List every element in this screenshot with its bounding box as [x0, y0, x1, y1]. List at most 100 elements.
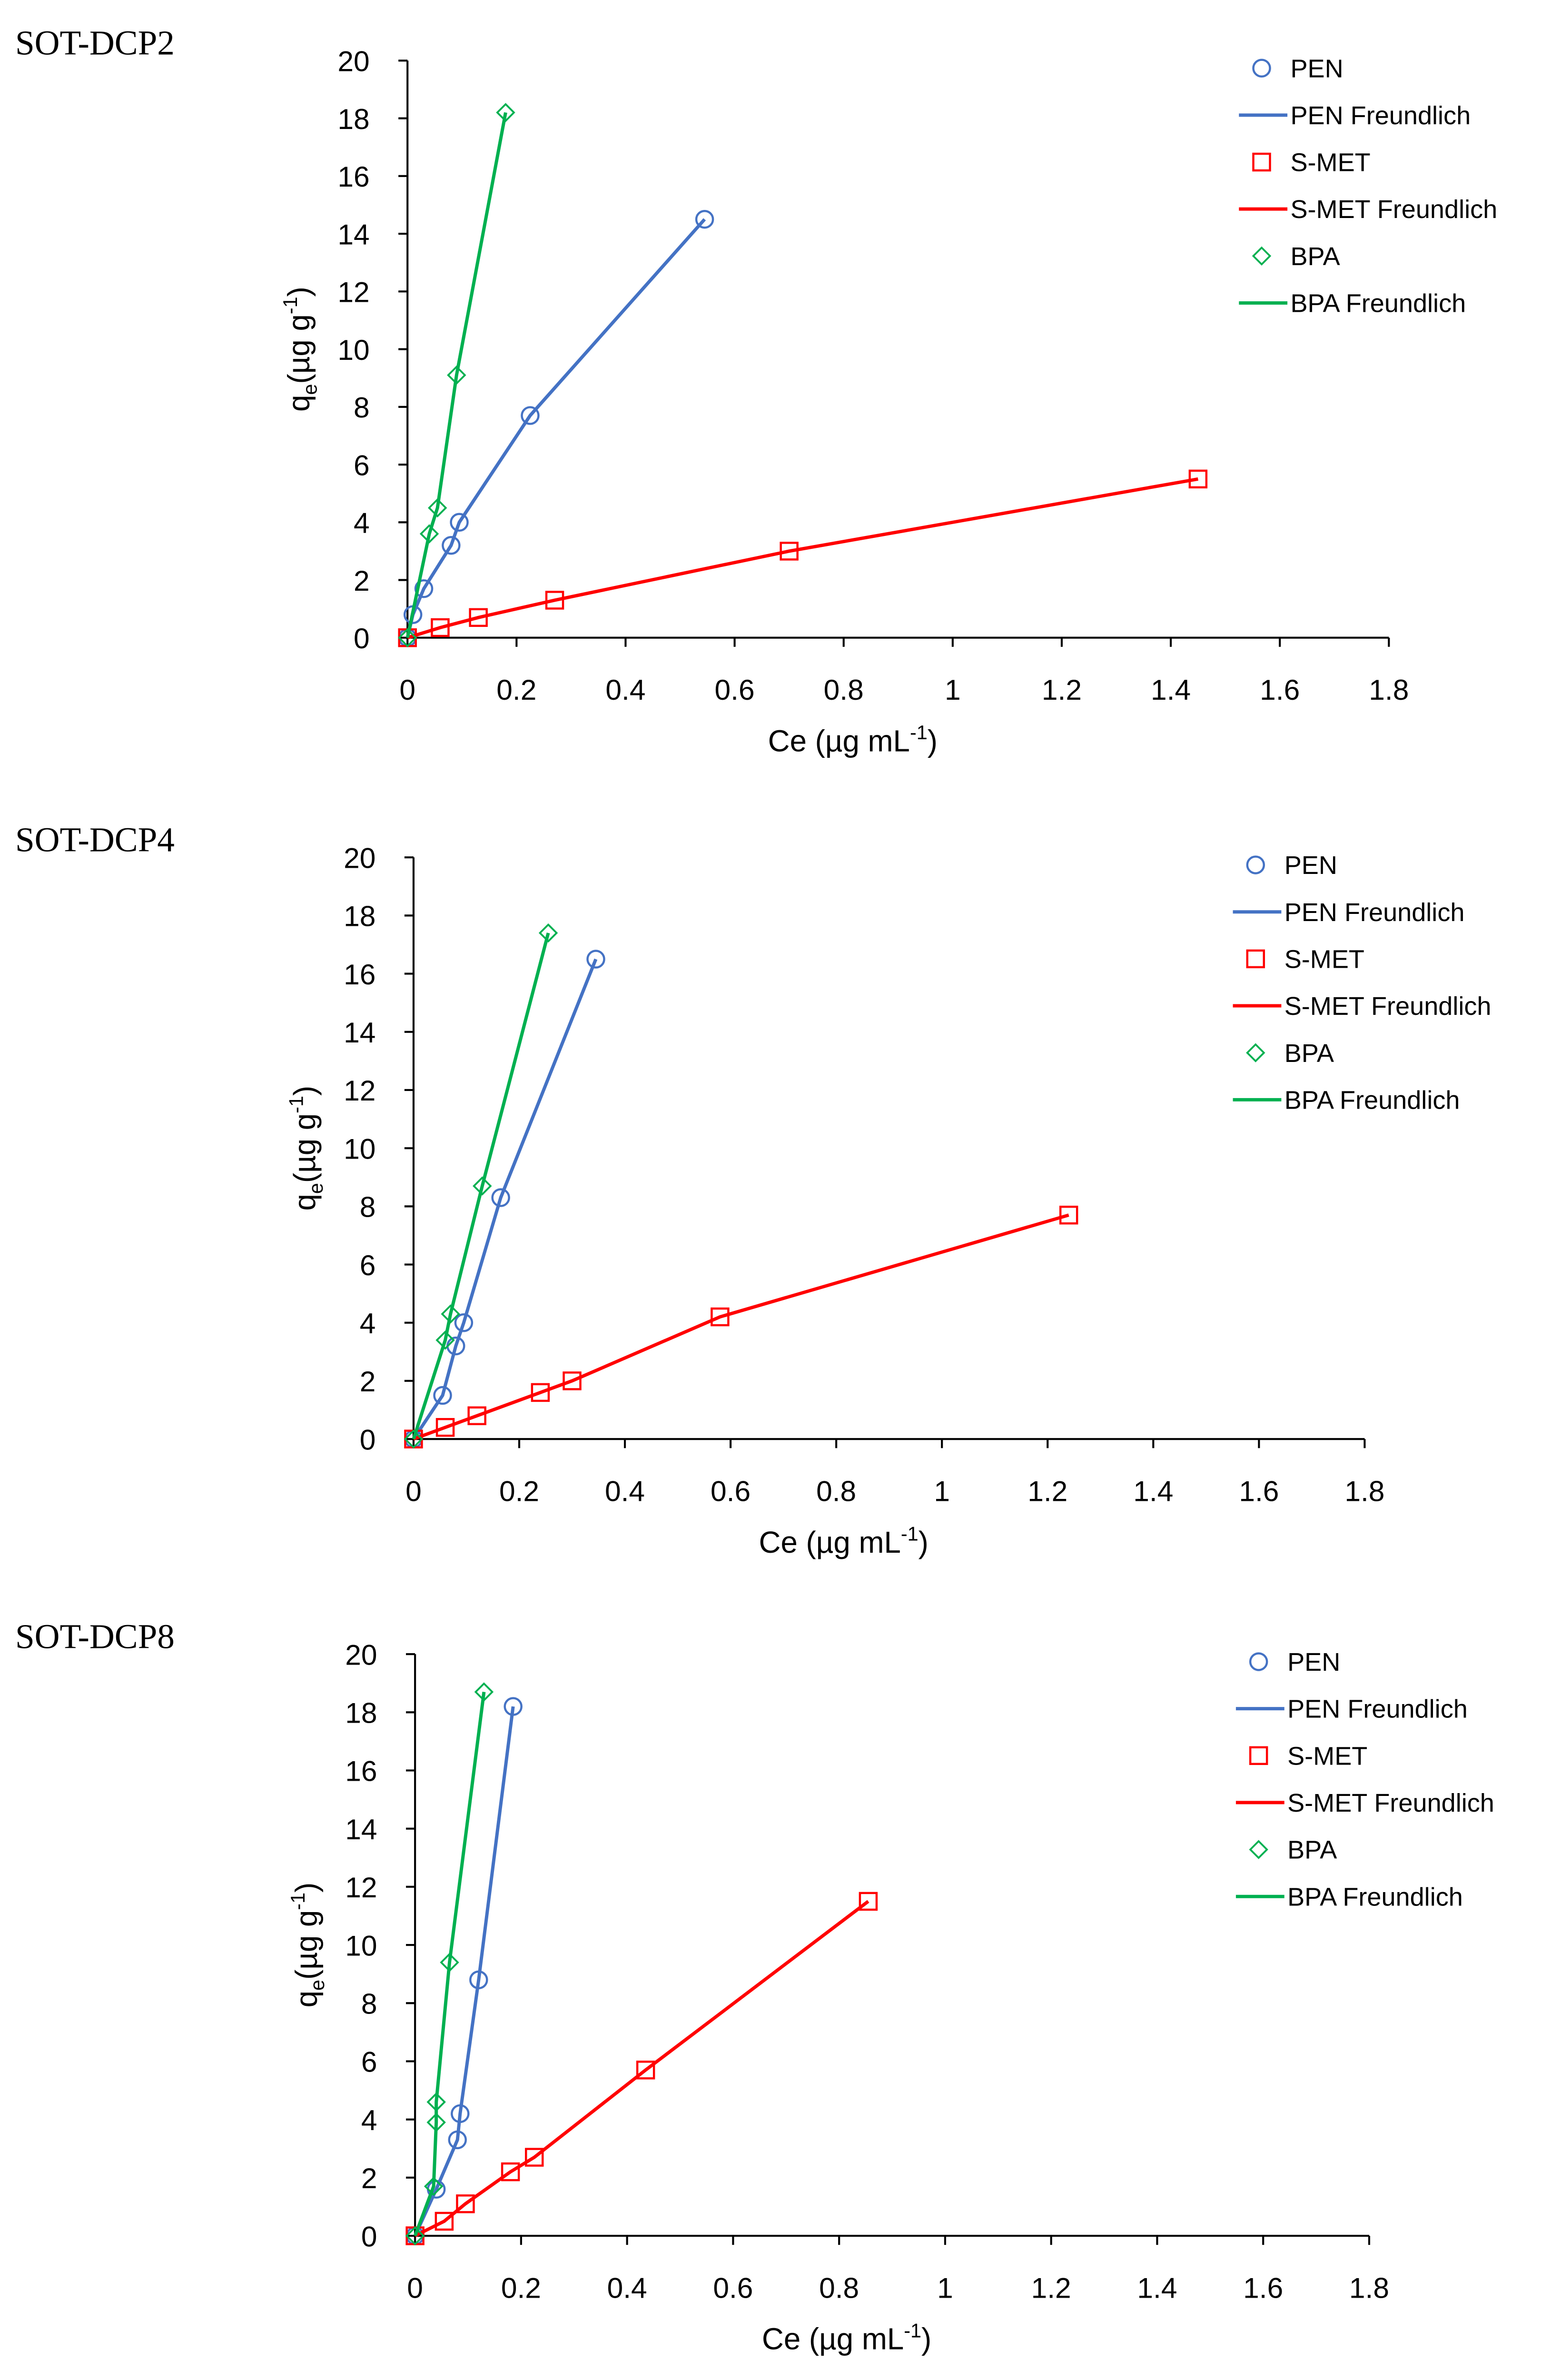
freundlich-fit-line-s-met [413, 1213, 1069, 1441]
x-tick-label: 1.6 [1260, 674, 1300, 706]
y-axis-label-sup: -1 [287, 1893, 309, 1910]
y-tick-label: 10 [345, 1929, 377, 1962]
y-tick-label: 0 [360, 1423, 376, 1456]
data-point-s-met [711, 1307, 730, 1327]
x-tick-label: 0.2 [501, 2272, 541, 2304]
panel-title: SOT-DCP4 [15, 820, 175, 859]
legend-label: PEN Freundlich [1290, 101, 1471, 130]
data-point-pen [586, 950, 605, 969]
y-tick-label: 2 [361, 2162, 377, 2194]
series-pen [405, 1697, 523, 2245]
y-tick-label: 20 [344, 842, 375, 874]
data-point-pen [414, 579, 434, 598]
legend-label: BPA Freundlich [1290, 289, 1466, 318]
data-point-bpa [447, 365, 466, 385]
legend-marker-bpa [1249, 1840, 1268, 1859]
y-tick-label: 14 [344, 1016, 375, 1049]
data-point-bpa [419, 524, 439, 544]
data-point-s-met [563, 1371, 582, 1390]
legend-label: S-MET Freundlich [1290, 195, 1497, 224]
y-axis-label: qe(µg g-1) [287, 1883, 328, 2008]
x-tick-label: 0.8 [816, 1475, 856, 1507]
y-tick-label: 8 [361, 1988, 377, 2020]
x-tick-label: 1.6 [1239, 1475, 1279, 1507]
y-tick-label: 2 [354, 565, 370, 597]
legend-label: S-MET [1284, 945, 1364, 973]
x-tick-label: 1.2 [1042, 674, 1082, 706]
data-point-s-met [467, 1406, 486, 1426]
y-tick-label: 16 [345, 1755, 377, 1787]
y-axis-label-sub: e [305, 1183, 327, 1194]
x-tick-label: 1.4 [1137, 2272, 1177, 2304]
y-tick-label: 8 [354, 391, 370, 424]
x-axis-label-text: Ce (µg mL [768, 724, 910, 758]
series-pen [398, 209, 714, 647]
y-tick-label: 20 [337, 45, 369, 78]
data-point-pen [454, 1313, 474, 1332]
x-tick-label: 0.6 [715, 674, 755, 706]
legend-label: S-MET [1287, 1742, 1367, 1770]
freundlich-fit-line-pen [413, 1706, 515, 2237]
y-tick-label: 14 [345, 1813, 377, 1845]
y-tick-label: 18 [344, 900, 375, 932]
x-tick-label: 0.4 [605, 674, 645, 706]
series-s-met [405, 1892, 878, 2245]
freundlich-fit-line-bpa [413, 1692, 486, 2237]
x-tick-label: 1 [937, 2272, 953, 2304]
y-axis-label: qe(µg g-1) [286, 1086, 327, 1211]
x-axis-label-sup: -1 [910, 722, 928, 744]
legend-marker-pen [1249, 1652, 1268, 1671]
data-point-s-met [636, 2061, 655, 2080]
y-tick-label: 12 [337, 276, 369, 308]
x-axis-label-text: Ce (µg mL [762, 2322, 904, 2356]
data-point-s-met [859, 1892, 878, 1911]
chart-sot-dcp2: SOT-DCP2 0 0.2 0.4 0.6 0.8 1 1.2 1.4 1.6 1.8 0 2 4 6 8 1… [15, 24, 1497, 758]
chart-sot-dcp4: SOT-DCP4 0 0.2 0.4 0.6 0.8 1 1.2 1.4 1.6 1.8 0 2 4 6 8 1… [15, 820, 1492, 1559]
legend: PEN PEN Freundlich S-MET S-MET Freundlich BP… [1233, 851, 1492, 1114]
legend-marker-pen [1246, 855, 1265, 874]
y-axis-label-end: ) [289, 1883, 323, 1893]
data-point-s-met [1188, 469, 1208, 489]
x-tick-label: 0 [407, 2272, 423, 2304]
x-tick-label: 0.6 [713, 2272, 753, 2304]
x-tick-label: 1.2 [1031, 2272, 1071, 2304]
y-tick-label: 6 [354, 449, 370, 481]
series-bpa [405, 1682, 494, 2246]
legend-label: BPA [1290, 242, 1340, 271]
x-tick-label: 0.6 [711, 1475, 751, 1507]
data-point-s-met [780, 542, 799, 561]
y-tick-label: 0 [361, 2220, 377, 2252]
legend-label: PEN [1290, 54, 1343, 83]
x-tick-label: 0.8 [819, 2272, 859, 2304]
legend-label: PEN Freundlich [1284, 898, 1465, 927]
freundlich-fit-line-s-met [407, 477, 1198, 640]
x-tick-label: 0.8 [824, 674, 864, 706]
y-axis-label-text: q [289, 1991, 323, 2007]
legend-label: PEN [1284, 851, 1337, 880]
series-s-met [398, 469, 1208, 647]
freundlich-fit-line-bpa [405, 112, 507, 638]
x-tick-label: 1.8 [1344, 1475, 1384, 1507]
x-axis-label-text: Ce (µg mL [759, 1526, 901, 1559]
x-tick-label: 0.2 [499, 1475, 539, 1507]
y-axis-label-sub: e [299, 384, 321, 395]
y-tick-label: 18 [345, 1697, 377, 1729]
x-tick-label: 1.4 [1151, 674, 1191, 706]
y-tick-label: 2 [360, 1365, 376, 1398]
x-axis-label: Ce (µg mL-1) [762, 2320, 931, 2356]
freundlich-fit-line-pen [405, 218, 706, 638]
legend-marker-s-met [1249, 1746, 1268, 1765]
legend-marker-bpa [1246, 1043, 1265, 1062]
series-s-met [404, 1205, 1078, 1448]
data-point-s-met [1059, 1205, 1078, 1225]
data-point-s-met [501, 2162, 520, 2182]
y-axis-label-sup: -1 [279, 297, 301, 314]
legend-label: BPA Freundlich [1284, 1086, 1460, 1114]
x-axis-label-end: ) [921, 2322, 931, 2356]
legend-marker-pen [1252, 59, 1271, 78]
x-axis-label: Ce (µg mL-1) [768, 722, 938, 758]
y-tick-label: 4 [354, 507, 370, 539]
x-tick-label: 0.4 [605, 1475, 645, 1507]
x-tick-label: 1 [945, 674, 961, 706]
y-tick-label: 10 [337, 334, 369, 366]
